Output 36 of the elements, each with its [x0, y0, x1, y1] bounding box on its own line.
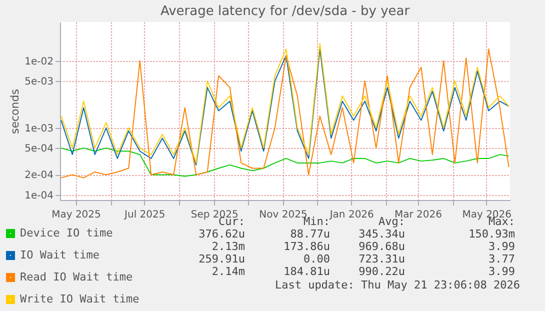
- text: 3.99: [488, 240, 515, 253]
- text: 2.14m: [212, 265, 246, 278]
- text: 345.34u: [358, 228, 405, 240]
- text: 990.22u: [358, 265, 405, 278]
- text: 184.81u: [284, 265, 330, 278]
- text: 3.77: [488, 252, 515, 266]
- legend-label: Write IO Wait time: [20, 292, 140, 306]
- text: 150.93m: [468, 228, 516, 240]
- chart-title: Average latency for /dev/sda - by year: [160, 4, 410, 19]
- line-series: [60, 148, 510, 177]
- text: Cur:: [218, 215, 245, 228]
- text: 2.13m: [212, 240, 246, 253]
- y-tick-label: 5e-03: [24, 76, 54, 88]
- legend-label: Device IO time: [20, 226, 113, 240]
- text: 3.99: [488, 265, 515, 278]
- text: 0.00: [304, 252, 330, 266]
- text: Min:: [304, 215, 330, 228]
- text: 88.77u: [290, 228, 330, 240]
- text: 376.62u: [198, 228, 245, 240]
- y-axis-title: seconds: [8, 88, 22, 134]
- text: Last update: Thu May 21 23:06:08 2026: [274, 278, 520, 292]
- text: 259.91u: [198, 252, 245, 266]
- x-tick-label: Jul 2025: [124, 210, 166, 220]
- y-tick-label: 1e-02: [24, 56, 54, 68]
- text: 969.68u: [358, 240, 405, 253]
- y-tick-label: 2e-04: [24, 170, 54, 182]
- x-tick-label: May 2025: [52, 210, 101, 220]
- x-tick-label: Mar 2026: [394, 210, 442, 220]
- legend-label: Read IO Wait time: [20, 270, 133, 284]
- legend-label: IO Wait time: [20, 248, 100, 262]
- y-tick-label: 5e-04: [24, 144, 54, 155]
- y-tick-label: 1e-04: [24, 190, 54, 202]
- text: 723.31u: [358, 252, 405, 266]
- text: 173.86u: [284, 240, 330, 253]
- y-tick-label: 1e-03: [24, 123, 54, 134]
- x-tick-label: Jan 2026: [328, 210, 374, 220]
